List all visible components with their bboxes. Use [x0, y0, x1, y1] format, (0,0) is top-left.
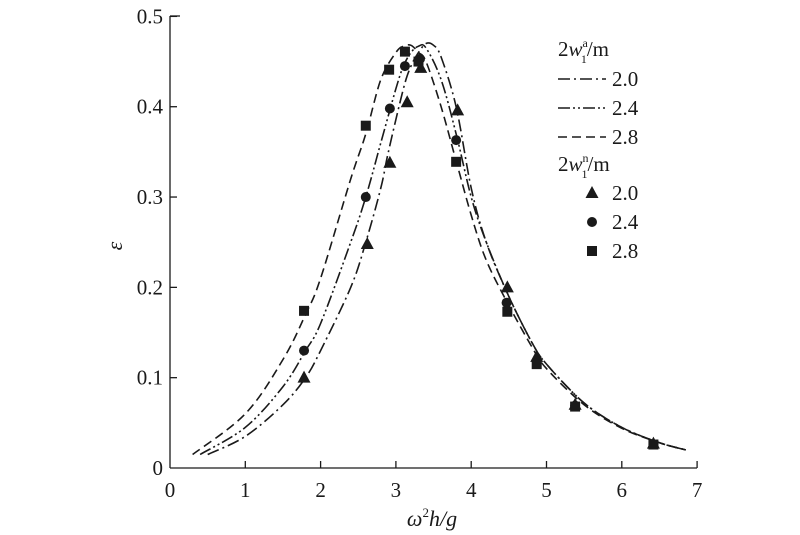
- markers: [297, 46, 660, 450]
- legend-group-title-0: 2wa 1/m: [558, 36, 609, 66]
- data-point-circle: [360, 192, 371, 203]
- data-point-square: [502, 306, 513, 317]
- y-tick-label: 0.2: [137, 275, 163, 299]
- data-point-circle: [299, 345, 310, 356]
- legend-group-title-1: 2wn 1/m: [558, 151, 610, 181]
- x-tick-label: 3: [391, 478, 402, 502]
- x-axis-label-pre: ω: [407, 506, 423, 531]
- data-point-square: [413, 56, 424, 67]
- legend-label-square: 2.8: [612, 239, 638, 263]
- data-point-triangle: [383, 155, 397, 168]
- legend-label-circle: 2.4: [612, 210, 639, 234]
- legend-label-2.0: 2.0: [612, 67, 638, 91]
- data-point-square: [648, 439, 659, 450]
- data-point-triangle: [297, 370, 311, 383]
- x-tick-label: 4: [466, 478, 477, 502]
- y-tick-label: 0.1: [137, 366, 163, 390]
- data-point-triangle: [500, 280, 514, 293]
- x-tick-label: 2: [315, 478, 326, 502]
- x-tick-label: 0: [165, 478, 176, 502]
- data-point-square: [399, 46, 410, 57]
- data-point-circle: [399, 61, 410, 72]
- y-tick-label: 0.3: [137, 185, 163, 209]
- curves: [192, 42, 687, 456]
- data-point-triangle: [360, 237, 374, 250]
- curve-2.8: [192, 43, 687, 456]
- legend-label-triangle: 2.0: [612, 181, 638, 205]
- x-tick-label: 6: [617, 478, 628, 502]
- data-point-circle: [384, 103, 395, 114]
- data-point-triangle: [414, 60, 428, 73]
- data-point-square: [299, 305, 310, 316]
- x-tick-label: 7: [692, 478, 703, 502]
- curve-2.4: [199, 43, 687, 456]
- x-ticks: 0 1 2 3 4 5 6 7: [165, 461, 703, 502]
- legend-marker-triangle: [585, 186, 599, 198]
- data-point-triangle: [400, 95, 414, 108]
- x-tick-label: 5: [541, 478, 552, 502]
- legend-label-2.4: 2.4: [612, 96, 639, 120]
- x-tick-label: 1: [240, 478, 251, 502]
- legend-marker-square: [587, 246, 597, 256]
- x-axis-label-post: h/g: [429, 506, 457, 531]
- data-point-circle: [501, 297, 512, 308]
- curve-2.0: [207, 42, 687, 456]
- data-point-square: [531, 359, 542, 370]
- legend-label-2.8: 2.8: [612, 125, 638, 149]
- y-axis-label: ε: [102, 241, 127, 250]
- x-axis-label: ω2h/g: [407, 505, 457, 531]
- data-point-square: [451, 156, 462, 167]
- data-point-square: [360, 120, 371, 131]
- y-tick-label: 0: [153, 456, 164, 480]
- x-axis-label-sup: 2: [422, 505, 429, 520]
- y-ticks: 0 0.1 0.2 0.3 0.4 0.5: [137, 4, 177, 480]
- y-tick-label: 0.4: [137, 95, 164, 119]
- data-point-circle: [451, 135, 462, 146]
- data-point-triangle: [451, 103, 465, 116]
- data-point-square: [384, 64, 395, 75]
- legend-marker-circle: [587, 217, 597, 227]
- data-point-square: [570, 401, 581, 412]
- y-tick-label: 0.5: [137, 4, 163, 28]
